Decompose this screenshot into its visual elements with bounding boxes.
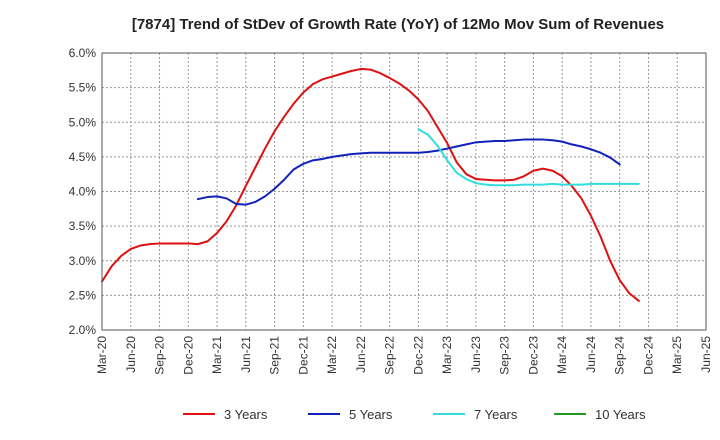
x-tick-label: Sep-23	[498, 336, 512, 375]
x-tick-label: Sep-20	[153, 336, 167, 375]
x-tick-label: Mar-21	[210, 336, 224, 374]
legend-label: 5 Years	[349, 407, 393, 422]
chart-title: [7874] Trend of StDev of Growth Rate (Yo…	[132, 16, 664, 33]
x-tick-label: Jun-23	[469, 336, 483, 373]
x-tick-label: Mar-22	[325, 336, 339, 374]
x-tick-label: Mar-24	[555, 336, 569, 374]
series-line-5-years	[196, 138, 621, 206]
y-tick-label: 5.5%	[69, 81, 97, 95]
x-tick-label: Mar-25	[670, 336, 684, 374]
x-tick-label: Jun-24	[584, 336, 598, 373]
x-axis-tick-labels: Mar-20 Jun-20 Sep-20 Dec-20 Mar-21 Jun-21 Sep-…	[95, 336, 713, 375]
x-tick-label: Jun-22	[354, 336, 368, 373]
y-tick-label: 5.0%	[69, 115, 97, 129]
x-tick-label: Dec-20	[181, 336, 195, 375]
x-tick-label: Mar-23	[440, 336, 454, 374]
x-tick-label: Mar-20	[95, 336, 109, 374]
x-tick-label: Dec-22	[411, 336, 425, 375]
y-tick-label: 4.0%	[69, 185, 97, 199]
x-tick-label: Sep-24	[613, 336, 627, 375]
y-tick-label: 3.5%	[69, 219, 97, 233]
x-tick-label: Jun-21	[239, 336, 253, 373]
x-tick-label: Dec-21	[296, 336, 310, 375]
x-tick-label: Jun-20	[124, 336, 138, 373]
plot-frame	[101, 52, 707, 331]
x-tick-label: Dec-23	[526, 336, 540, 375]
series-line-3-years	[101, 67, 640, 302]
series-layer	[101, 67, 640, 302]
x-tick-label: Sep-21	[268, 336, 282, 375]
y-axis-tick-labels: 2.0% 2.5% 3.0% 3.5% 4.0% 4.5% 5.0% 5.5% 6.0%	[69, 46, 97, 337]
y-tick-label: 2.5%	[69, 288, 97, 302]
y-tick-label: 4.5%	[69, 150, 97, 164]
x-tick-label: Sep-22	[383, 336, 397, 375]
legend-label: 7 Years	[474, 407, 518, 422]
legend-label: 3 Years	[224, 407, 268, 422]
y-tick-label: 6.0%	[69, 46, 97, 60]
legend-label: 10 Years	[595, 407, 646, 422]
y-tick-label: 3.0%	[69, 254, 97, 268]
series-line-7-years	[417, 128, 640, 187]
y-tick-label: 2.0%	[69, 323, 97, 337]
legend: 3 Years 5 Years 7 Years 10 Years	[183, 407, 646, 422]
x-tick-label: Dec-24	[641, 336, 655, 375]
x-tick-label: Jun-25	[699, 336, 713, 373]
